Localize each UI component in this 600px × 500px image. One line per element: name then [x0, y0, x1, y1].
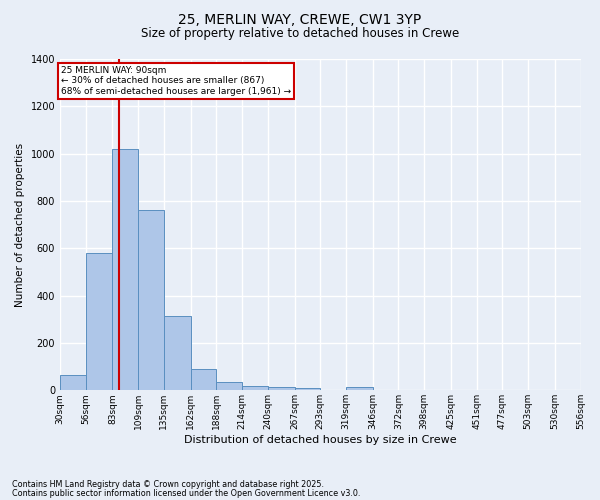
Bar — [217, 382, 242, 390]
Bar — [112, 149, 138, 390]
Bar — [268, 386, 295, 390]
Text: Contains HM Land Registry data © Crown copyright and database right 2025.: Contains HM Land Registry data © Crown c… — [12, 480, 324, 489]
Text: Contains public sector information licensed under the Open Government Licence v3: Contains public sector information licen… — [12, 488, 361, 498]
Text: 25 MERLIN WAY: 90sqm
← 30% of detached houses are smaller (867)
68% of semi-deta: 25 MERLIN WAY: 90sqm ← 30% of detached h… — [61, 66, 291, 96]
Text: Size of property relative to detached houses in Crewe: Size of property relative to detached ho… — [141, 28, 459, 40]
Bar — [295, 388, 320, 390]
Text: 25, MERLIN WAY, CREWE, CW1 3YP: 25, MERLIN WAY, CREWE, CW1 3YP — [178, 12, 422, 26]
X-axis label: Distribution of detached houses by size in Crewe: Distribution of detached houses by size … — [184, 435, 457, 445]
Bar — [346, 386, 373, 390]
Bar — [242, 386, 268, 390]
Bar — [60, 375, 86, 390]
Bar — [191, 369, 217, 390]
Y-axis label: Number of detached properties: Number of detached properties — [15, 142, 25, 306]
Bar — [86, 253, 112, 390]
Bar — [164, 316, 191, 390]
Bar — [138, 210, 164, 390]
